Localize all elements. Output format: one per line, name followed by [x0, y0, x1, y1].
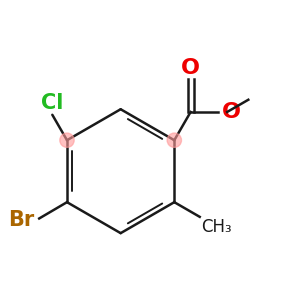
Circle shape [60, 133, 74, 147]
Text: O: O [222, 102, 241, 122]
Text: CH₃: CH₃ [201, 218, 232, 236]
Text: Br: Br [8, 210, 34, 230]
Text: Cl: Cl [41, 93, 64, 113]
Circle shape [167, 133, 182, 147]
Text: O: O [181, 58, 200, 78]
